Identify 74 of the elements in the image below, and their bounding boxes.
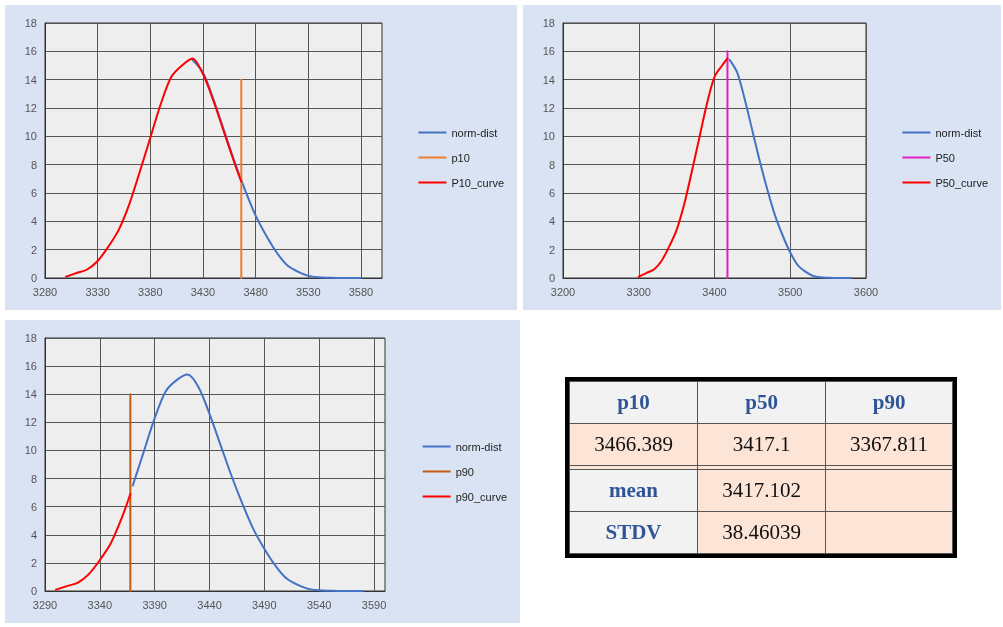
x-tick-label: 3500 xyxy=(778,285,803,298)
x-tick-label: 3480 xyxy=(243,285,268,298)
x-tick-label: 3380 xyxy=(138,285,163,298)
y-tick-label: 4 xyxy=(30,215,37,228)
y-tick-label: 12 xyxy=(24,416,37,429)
x-tick-label: 3330 xyxy=(85,285,110,298)
y-tick-label: 12 xyxy=(542,102,555,114)
text: 3417.1 xyxy=(732,431,791,456)
y-tick-label: 16 xyxy=(24,45,37,58)
line-series xyxy=(728,58,852,279)
y-tick-label: 2 xyxy=(30,243,37,256)
y-tick-label: 0 xyxy=(30,272,37,284)
y-tick-label: 0 xyxy=(30,585,37,597)
y-tick-label: 6 xyxy=(30,500,37,513)
x-tick-label: 3490 xyxy=(252,598,277,611)
text: 38.46039 xyxy=(722,520,801,545)
x-tick-label: 3440 xyxy=(197,598,222,611)
y-tick-label: 12 xyxy=(24,102,37,114)
y-tick-label: 16 xyxy=(24,360,37,373)
line-series xyxy=(131,373,365,592)
legend-label: P50 xyxy=(935,151,955,164)
y-tick-label: 2 xyxy=(548,243,555,256)
legend-label: norm-dist xyxy=(455,440,502,453)
legend-label: norm-dist xyxy=(451,126,498,139)
y-tick-label: 10 xyxy=(542,130,555,143)
text: mean xyxy=(609,478,659,503)
x-tick-label: 3580 xyxy=(348,285,374,298)
legend-label: norm-dist xyxy=(935,126,982,139)
y-tick-label: 4 xyxy=(548,215,555,228)
legend-label: p90 xyxy=(455,465,474,478)
y-tick-label: 8 xyxy=(30,158,37,171)
y-tick-label: 18 xyxy=(24,332,37,344)
line-series xyxy=(637,57,729,278)
x-tick-label: 3200 xyxy=(550,285,576,298)
y-tick-label: 16 xyxy=(542,45,555,58)
y-tick-label: 14 xyxy=(24,388,37,401)
y-tick-label: 0 xyxy=(548,272,555,284)
legend-label: P50_curve xyxy=(935,176,989,189)
x-tick-label: 3590 xyxy=(361,598,387,611)
category-label: p90 xyxy=(825,381,953,424)
line-series xyxy=(65,57,243,278)
y-tick-label: 4 xyxy=(30,528,37,541)
category-label: p10 xyxy=(569,381,698,424)
x-tick-label: 3340 xyxy=(87,598,113,611)
x-tick-label: 3390 xyxy=(142,598,167,611)
legend-label: P10_curve xyxy=(451,176,505,189)
x-tick-label: 3540 xyxy=(306,598,332,611)
y-tick-label: 6 xyxy=(30,187,37,199)
y-tick-label: 10 xyxy=(24,130,37,143)
x-tick-label: 3530 xyxy=(296,285,321,298)
y-tick-label: 8 xyxy=(30,472,37,485)
legend-label: p10 xyxy=(451,151,470,164)
text: 3417.102 xyxy=(722,478,801,503)
text: STDV xyxy=(605,520,662,545)
x-tick-label: 3300 xyxy=(626,285,651,298)
line-series xyxy=(191,58,362,279)
legend-label: p90_curve xyxy=(455,490,508,503)
line-series xyxy=(54,493,132,591)
x-tick-label: 3290 xyxy=(32,598,58,611)
y-tick-label: 18 xyxy=(542,17,555,29)
y-tick-label: 2 xyxy=(30,556,37,569)
x-tick-label: 3600 xyxy=(853,285,879,298)
y-tick-label: 18 xyxy=(24,17,37,29)
text: 3466.389 xyxy=(594,431,673,456)
y-tick-label: 14 xyxy=(24,73,37,86)
x-tick-label: 3430 xyxy=(190,285,216,298)
text: 3367.811 xyxy=(850,431,929,456)
x-tick-label: 3400 xyxy=(702,285,727,298)
x-tick-label: 3280 xyxy=(32,285,58,298)
y-tick-label: 10 xyxy=(24,444,37,457)
category-label: p50 xyxy=(697,381,826,424)
y-tick-label: 6 xyxy=(548,187,555,199)
y-tick-label: 8 xyxy=(548,158,555,171)
y-tick-label: 14 xyxy=(542,73,555,86)
